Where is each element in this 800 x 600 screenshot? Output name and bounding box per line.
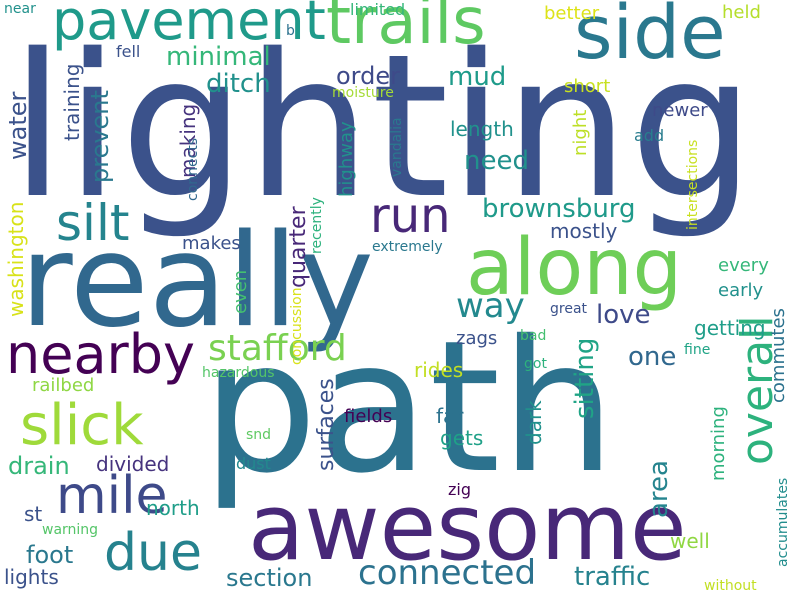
word-due: due xyxy=(104,523,202,583)
word-run: run xyxy=(370,188,451,244)
word-drain: drain xyxy=(8,452,70,480)
word-surfaces: surfaces xyxy=(314,378,339,471)
word-rides: rides xyxy=(414,358,464,382)
word-newer: newer xyxy=(652,100,708,121)
word-fine: fine xyxy=(684,342,711,358)
word-minimal: minimal xyxy=(166,42,271,72)
word-foot: foot xyxy=(26,541,74,569)
word-got: got xyxy=(524,356,547,372)
word-stafford: stafford xyxy=(208,328,347,369)
word-add: add xyxy=(634,126,665,145)
word-way: way xyxy=(456,286,525,326)
word-traffic: traffic xyxy=(574,562,651,592)
word-ditch: ditch xyxy=(206,69,271,99)
word-connects: connects xyxy=(185,137,201,201)
word-length: length xyxy=(450,117,514,141)
word-zig: zig xyxy=(448,480,471,499)
word-extremely: extremely xyxy=(372,239,443,255)
word-great: great xyxy=(550,301,588,317)
word-path: path xyxy=(202,301,616,513)
word-one: one xyxy=(628,342,677,372)
word-really: really xyxy=(20,207,374,356)
word-lights: lights xyxy=(4,565,59,589)
word-far: far xyxy=(436,404,464,428)
word-dust: dust xyxy=(236,454,271,473)
word-intersections: intersections xyxy=(685,139,701,230)
word-mostly: mostly xyxy=(550,219,618,243)
word-pavement: pavement xyxy=(52,0,326,52)
word-side: side xyxy=(574,0,726,76)
word-sitting: sitting xyxy=(570,337,600,419)
word-held: held xyxy=(722,2,761,23)
word-highway: highway xyxy=(336,121,357,197)
word-b: b xyxy=(286,23,295,39)
word-near: near xyxy=(4,1,36,17)
word-bad: bad xyxy=(520,328,547,344)
word-railbed: railbed xyxy=(32,375,95,396)
word-order: order xyxy=(336,62,400,90)
word-love: love xyxy=(596,300,651,330)
word-warning: warning xyxy=(42,522,99,538)
word-fields: fields xyxy=(344,406,393,427)
word-water: water xyxy=(4,91,32,160)
word-without: without xyxy=(704,578,757,594)
word-moisture: moisture xyxy=(332,85,394,101)
word-hazardous: hazardous xyxy=(202,365,275,381)
word-night: night xyxy=(570,109,591,156)
word-brownsburg: brownsburg xyxy=(482,194,636,224)
word-accumulates: accumulates xyxy=(775,477,791,567)
word-well: well xyxy=(670,529,710,553)
word-silt: silt xyxy=(56,194,130,252)
word-nearby: nearby xyxy=(6,323,195,386)
word-early: early xyxy=(718,280,764,301)
word-trails: trails xyxy=(326,0,486,59)
word-st: st xyxy=(24,502,43,526)
word-along: along xyxy=(466,223,683,313)
word-north: north xyxy=(146,496,200,520)
word-quarter: quarter xyxy=(286,206,311,288)
word-concussion: concussion xyxy=(289,287,305,365)
word-commutes: commutes xyxy=(768,308,789,403)
word-section: section xyxy=(226,564,313,592)
word-short: short xyxy=(564,76,611,97)
word-need: need xyxy=(464,146,529,176)
word-dark: dark xyxy=(522,400,546,445)
word-vandalia: vandalia xyxy=(389,117,405,177)
word-morning: morning xyxy=(708,406,729,481)
word-even: even xyxy=(230,269,251,314)
word-divided: divided xyxy=(96,452,170,476)
word-better: better xyxy=(544,3,600,24)
word-limited: limited xyxy=(350,0,406,19)
word-fell: fell xyxy=(116,42,141,61)
word-awesome: awesome xyxy=(248,474,687,581)
word-area: area xyxy=(644,460,674,518)
word-mile: mile xyxy=(56,466,168,526)
word-prevent: prevent xyxy=(86,90,114,183)
word-gets: gets xyxy=(440,426,484,450)
word-makes: makes xyxy=(182,233,241,254)
word-mud: mud xyxy=(448,62,507,92)
word-slick: slick xyxy=(20,393,144,458)
word-training: training xyxy=(60,63,84,141)
word-getting: getting xyxy=(694,316,766,340)
word-zags: zags xyxy=(456,328,498,349)
word-every: every xyxy=(718,255,769,276)
word-connected: connected xyxy=(358,553,537,593)
word-washington: washington xyxy=(4,201,28,317)
word-snd: snd xyxy=(246,427,272,443)
word-recently: recently xyxy=(309,197,325,254)
word-lighting: lighting xyxy=(10,11,756,242)
